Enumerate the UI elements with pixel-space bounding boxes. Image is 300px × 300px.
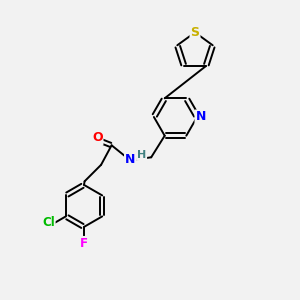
Text: O: O [92, 131, 103, 144]
Text: Cl: Cl [42, 216, 55, 229]
Text: S: S [190, 26, 200, 39]
Text: F: F [80, 237, 88, 250]
Text: N: N [125, 153, 135, 166]
Text: N: N [196, 110, 206, 124]
Text: H: H [137, 150, 146, 160]
